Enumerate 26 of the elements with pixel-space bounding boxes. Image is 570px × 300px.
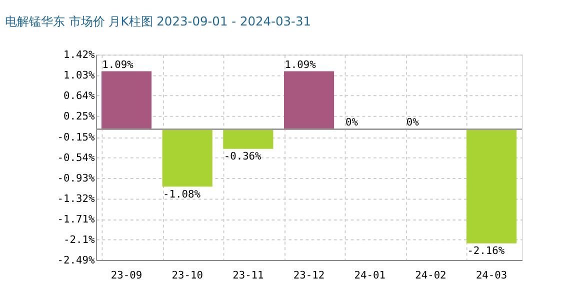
x-tick-label: 24-03 (476, 269, 508, 282)
data-label: 0% (346, 116, 359, 128)
y-tick-label: 0.25% (64, 110, 96, 122)
x-tick-label: 23-09 (110, 269, 142, 282)
y-tick-label: -2.1% (64, 234, 96, 246)
data-label: -2.16% (467, 245, 506, 257)
chart-title: 电解锰华东 市场价 月K柱图 2023-09-01 - 2024-03-31 (4, 14, 312, 28)
y-tick-label: 0.64% (64, 90, 96, 102)
x-tick-label: 24-02 (415, 269, 446, 282)
y-tick-label: -2.49% (57, 254, 96, 266)
y-tick-label: -0.54% (57, 152, 96, 164)
x-tick-label: 23-10 (172, 269, 203, 282)
y-tick-label: -1.32% (57, 192, 96, 205)
data-label: 0% (406, 116, 420, 128)
y-tick-label: 1.03% (64, 69, 96, 82)
data-label: 1.09% (102, 59, 134, 72)
y-tick-label: -0.93% (57, 172, 96, 184)
y-tick-label: -0.15% (57, 131, 96, 144)
data-label: 1.09% (284, 59, 317, 72)
x-tick-label: 23-11 (232, 269, 264, 282)
data-label: -0.36% (224, 150, 262, 162)
y-tick-label: 1.42% (64, 48, 96, 61)
y-tick-label: -1.71% (57, 213, 96, 226)
x-tick-label: 23-12 (293, 269, 325, 282)
x-tick-label: 24-01 (354, 269, 386, 282)
data-label: -1.08% (163, 188, 202, 200)
